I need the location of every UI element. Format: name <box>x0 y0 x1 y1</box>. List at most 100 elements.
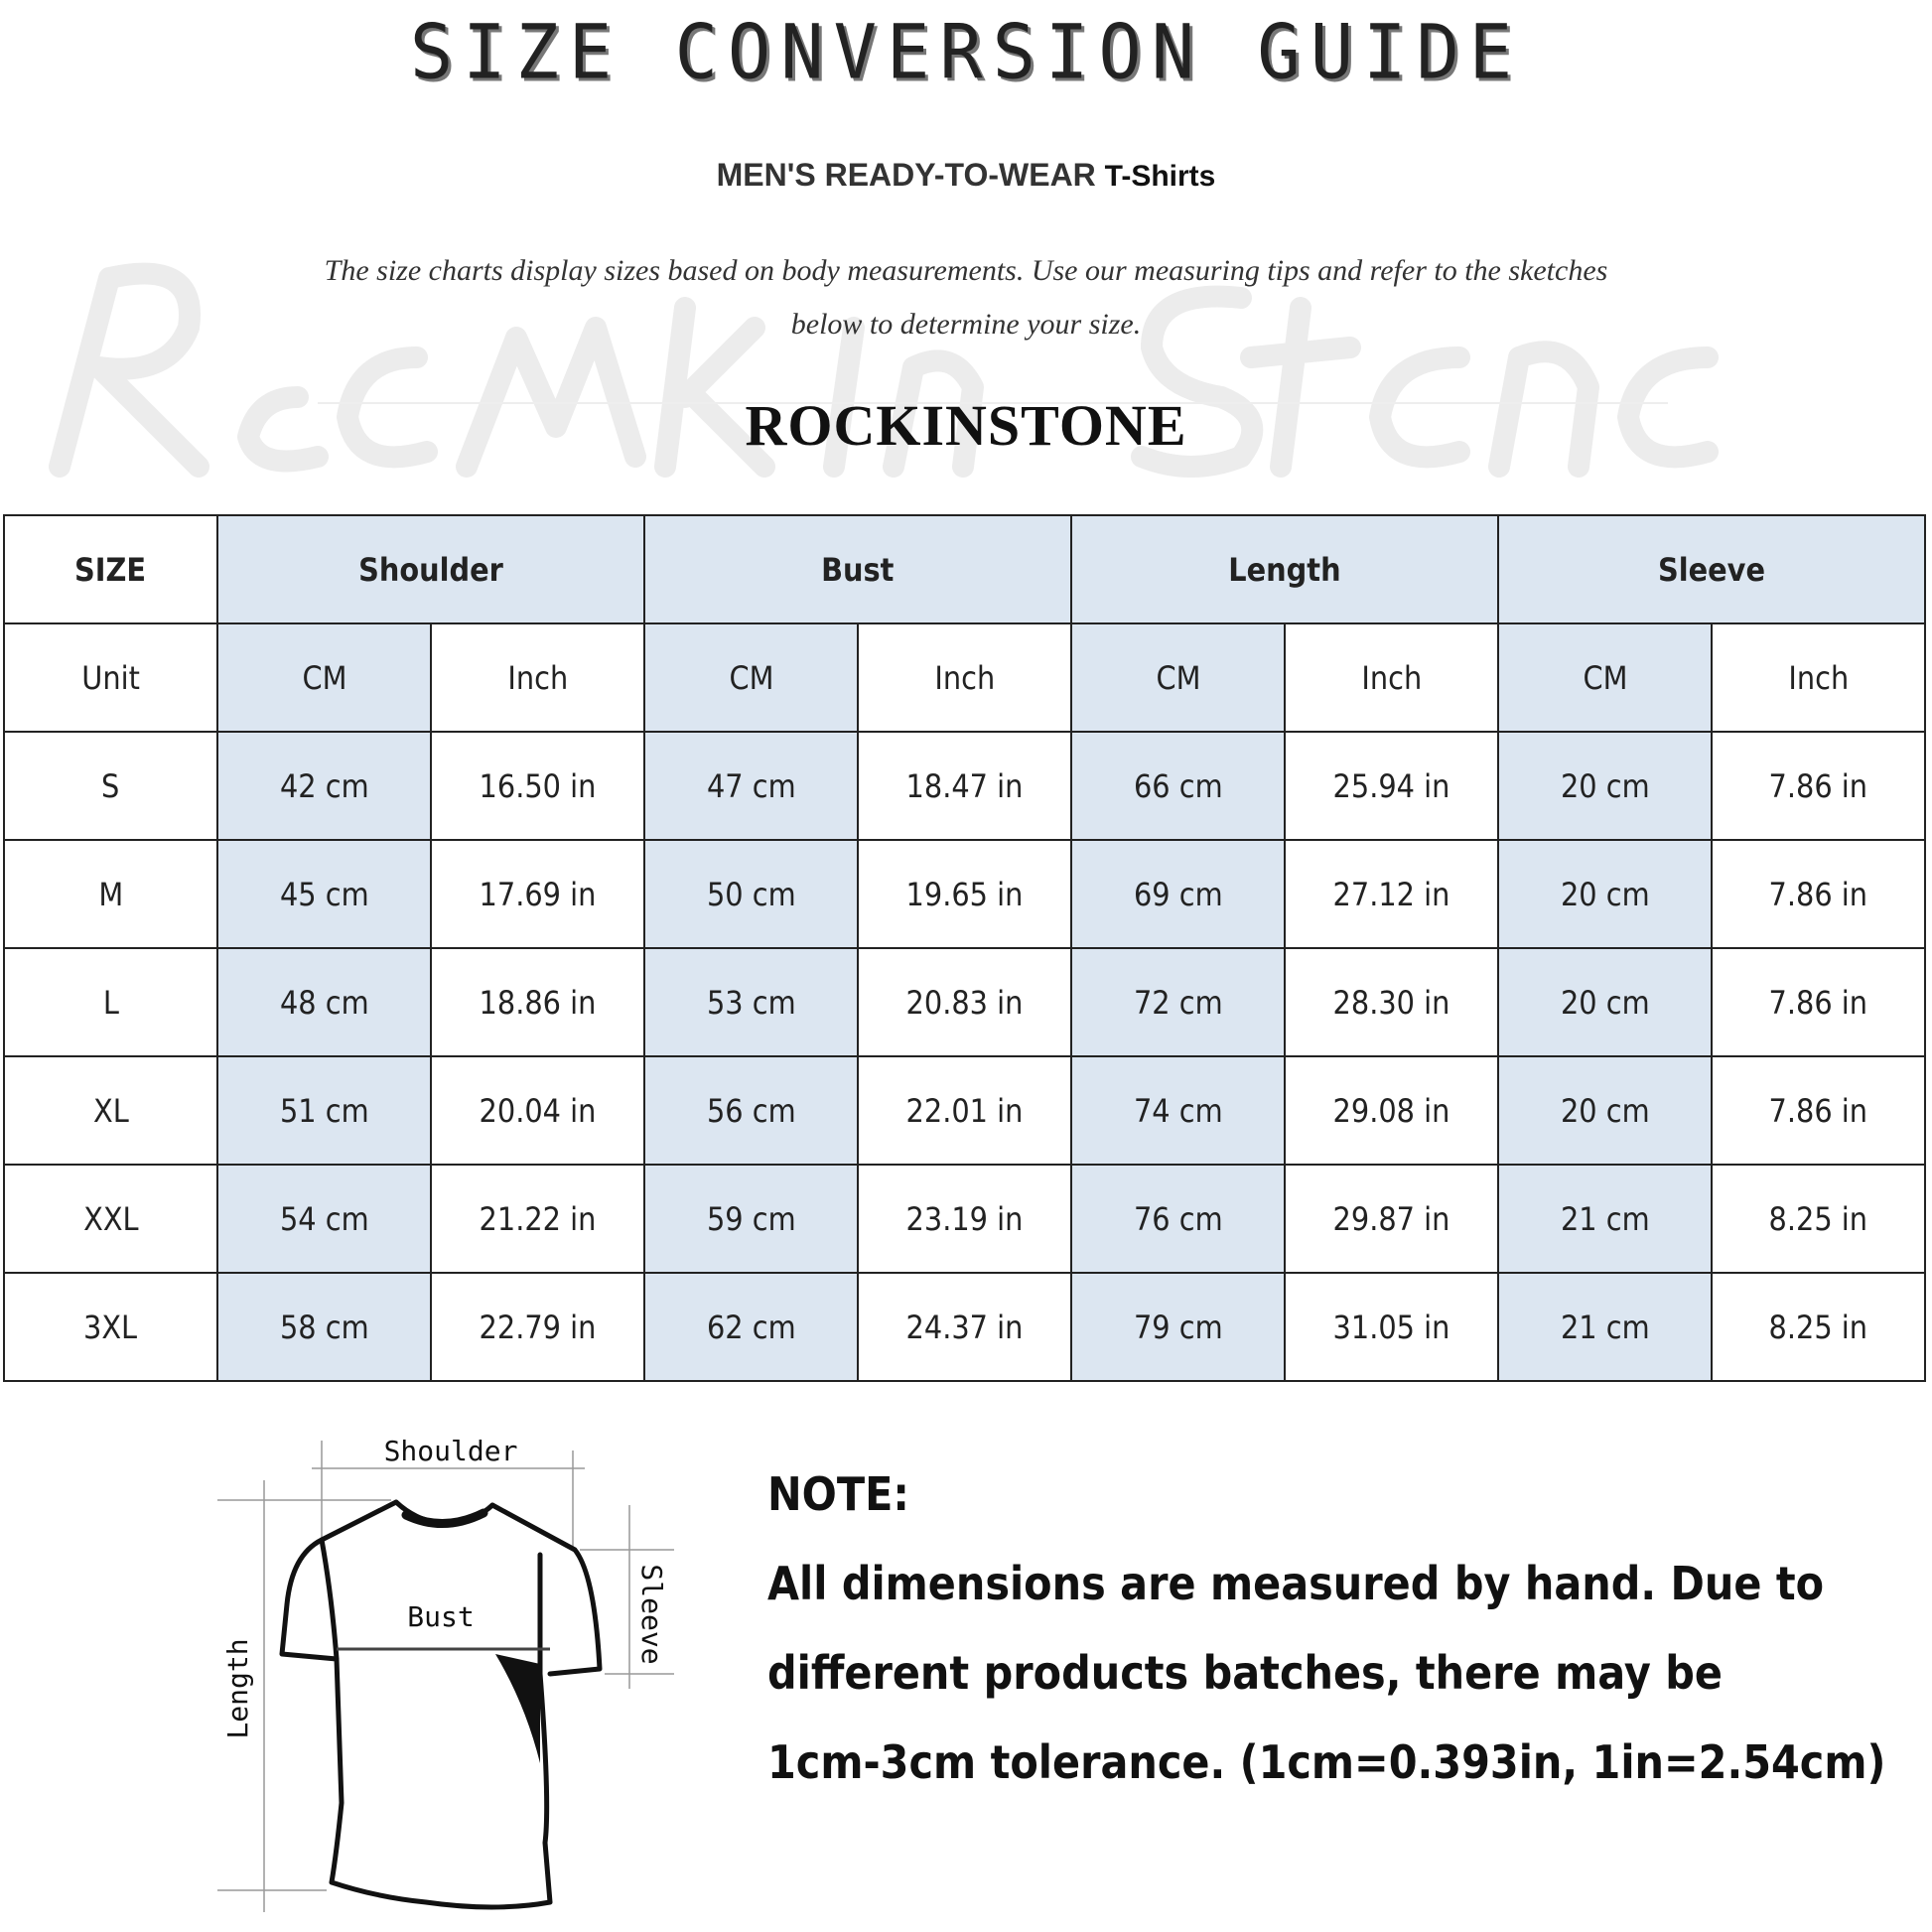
value-cell: 20 cm <box>1497 839 1713 949</box>
value-cell-text: 29.08 in <box>1332 1091 1450 1130</box>
value-cell: 42 cm <box>216 731 432 841</box>
group-header: Length <box>1070 514 1499 624</box>
value-cell: 7.86 in <box>1711 1055 1926 1166</box>
value-cell: 74 cm <box>1070 1055 1286 1166</box>
value-cell-text: 20 cm <box>1560 1091 1650 1130</box>
unit-inch: Inch <box>857 622 1072 733</box>
value-cell: 47 cm <box>643 731 859 841</box>
group-header: Bust <box>643 514 1072 624</box>
value-cell-text: 54 cm <box>279 1199 369 1238</box>
watermark-logo <box>49 262 1719 478</box>
value-cell-text: 20 cm <box>1560 766 1650 805</box>
value-cell-text: 7.86 in <box>1768 983 1868 1022</box>
size-cell-text: S <box>101 766 120 805</box>
value-cell-text: 56 cm <box>706 1091 796 1130</box>
sleeve-label: Sleeve <box>635 1564 668 1664</box>
table-row: S 42 cm 16.50 in 47 cm 18.47 in 66 cm 25.94 in… <box>3 731 1926 841</box>
size-cell: S <box>3 731 218 841</box>
value-cell-text: 51 cm <box>279 1091 369 1130</box>
subtitle: MEN'S READY-TO-WEAR T-Shirts <box>0 157 1932 194</box>
value-cell-text: 47 cm <box>706 766 796 805</box>
brand-name: ROCKINSTONE <box>745 393 1187 458</box>
unit-cm-text: CM <box>729 658 773 697</box>
divider <box>318 402 1668 404</box>
value-cell: 58 cm <box>216 1272 432 1382</box>
header-row: SIZE Shoulder Bust Length Sleeve <box>3 514 1926 624</box>
value-cell: 7.86 in <box>1711 731 1926 841</box>
value-cell: 50 cm <box>643 839 859 949</box>
value-cell: 29.08 in <box>1284 1055 1499 1166</box>
value-cell: 8.25 in <box>1711 1272 1926 1382</box>
size-cell-text: XXL <box>82 1199 139 1238</box>
table-row: XL 51 cm 20.04 in 56 cm 22.01 in 74 cm 29.08 i… <box>3 1055 1926 1166</box>
value-cell-text: 19.65 in <box>905 875 1024 913</box>
table-row: L 48 cm 18.86 in 53 cm 20.83 in 72 cm 28.30 in… <box>3 947 1926 1057</box>
unit-inch-text: Inch <box>1361 658 1422 697</box>
value-cell: 18.86 in <box>430 947 645 1057</box>
value-cell-text: 79 cm <box>1133 1308 1223 1346</box>
size-cell: L <box>3 947 218 1057</box>
value-cell-text: 62 cm <box>706 1308 796 1346</box>
group-header: Shoulder <box>216 514 645 624</box>
group-header: Sleeve <box>1497 514 1926 624</box>
value-cell: 25.94 in <box>1284 731 1499 841</box>
size-header-text: SIZE <box>74 550 147 589</box>
value-cell-text: 7.86 in <box>1768 766 1868 805</box>
unit-header: Unit <box>3 622 218 733</box>
value-cell: 51 cm <box>216 1055 432 1166</box>
value-cell-text: 25.94 in <box>1332 766 1450 805</box>
value-cell-text: 58 cm <box>279 1308 369 1346</box>
value-cell-text: 18.47 in <box>905 766 1024 805</box>
unit-cm: CM <box>216 622 432 733</box>
value-cell: 79 cm <box>1070 1272 1286 1382</box>
value-cell: 69 cm <box>1070 839 1286 949</box>
value-cell: 20 cm <box>1497 731 1713 841</box>
value-cell: 19.65 in <box>857 839 1072 949</box>
value-cell-text: 48 cm <box>279 983 369 1022</box>
table-row: M 45 cm 17.69 in 50 cm 19.65 in 69 cm 27.12 in… <box>3 839 1926 949</box>
value-cell: 54 cm <box>216 1164 432 1274</box>
value-cell: 20.04 in <box>430 1055 645 1166</box>
value-cell: 16.50 in <box>430 731 645 841</box>
value-cell-text: 23.19 in <box>905 1199 1024 1238</box>
value-cell: 23.19 in <box>857 1164 1072 1274</box>
unit-inch: Inch <box>430 622 645 733</box>
value-cell: 22.79 in <box>430 1272 645 1382</box>
value-cell-text: 21 cm <box>1560 1308 1650 1346</box>
value-cell-text: 22.01 in <box>905 1091 1024 1130</box>
subtitle-main: MEN'S READY-TO-WEAR <box>716 157 1096 193</box>
shoulder-label: Shoulder <box>384 1435 518 1467</box>
size-cell: XL <box>3 1055 218 1166</box>
measure-lines <box>217 1441 674 1912</box>
unit-inch-text: Inch <box>507 658 568 697</box>
unit-cm: CM <box>1070 622 1286 733</box>
subtitle-product: T-Shirts <box>1104 160 1216 193</box>
group-header-text: Shoulder <box>358 550 503 589</box>
value-cell-text: 53 cm <box>706 983 796 1022</box>
value-cell: 27.12 in <box>1284 839 1499 949</box>
value-cell-text: 20 cm <box>1560 983 1650 1022</box>
value-cell-text: 28.30 in <box>1332 983 1450 1022</box>
value-cell-text: 20.83 in <box>905 983 1024 1022</box>
value-cell-text: 21.22 in <box>479 1199 597 1238</box>
table-row: XXL 54 cm 21.22 in 59 cm 23.19 in 76 cm 29.87 … <box>3 1164 1926 1274</box>
shirt-shadow <box>495 1654 540 1763</box>
value-cell: 56 cm <box>643 1055 859 1166</box>
size-cell-text: M <box>98 875 123 913</box>
value-cell-text: 66 cm <box>1133 766 1223 805</box>
value-cell: 48 cm <box>216 947 432 1057</box>
value-cell: 31.05 in <box>1284 1272 1499 1382</box>
value-cell: 62 cm <box>643 1272 859 1382</box>
unit-cm: CM <box>1497 622 1713 733</box>
size-cell: M <box>3 839 218 949</box>
value-cell: 53 cm <box>643 947 859 1057</box>
length-label: Length <box>221 1638 254 1738</box>
value-cell: 7.86 in <box>1711 947 1926 1057</box>
value-cell-text: 22.79 in <box>479 1308 597 1346</box>
table-row: 3XL 58 cm 22.79 in 62 cm 24.37 in 79 cm 31.05 … <box>3 1272 1926 1382</box>
value-cell-text: 24.37 in <box>905 1308 1024 1346</box>
value-cell-text: 21 cm <box>1560 1199 1650 1238</box>
value-cell: 72 cm <box>1070 947 1286 1057</box>
value-cell-text: 74 cm <box>1133 1091 1223 1130</box>
unit-cm: CM <box>643 622 859 733</box>
